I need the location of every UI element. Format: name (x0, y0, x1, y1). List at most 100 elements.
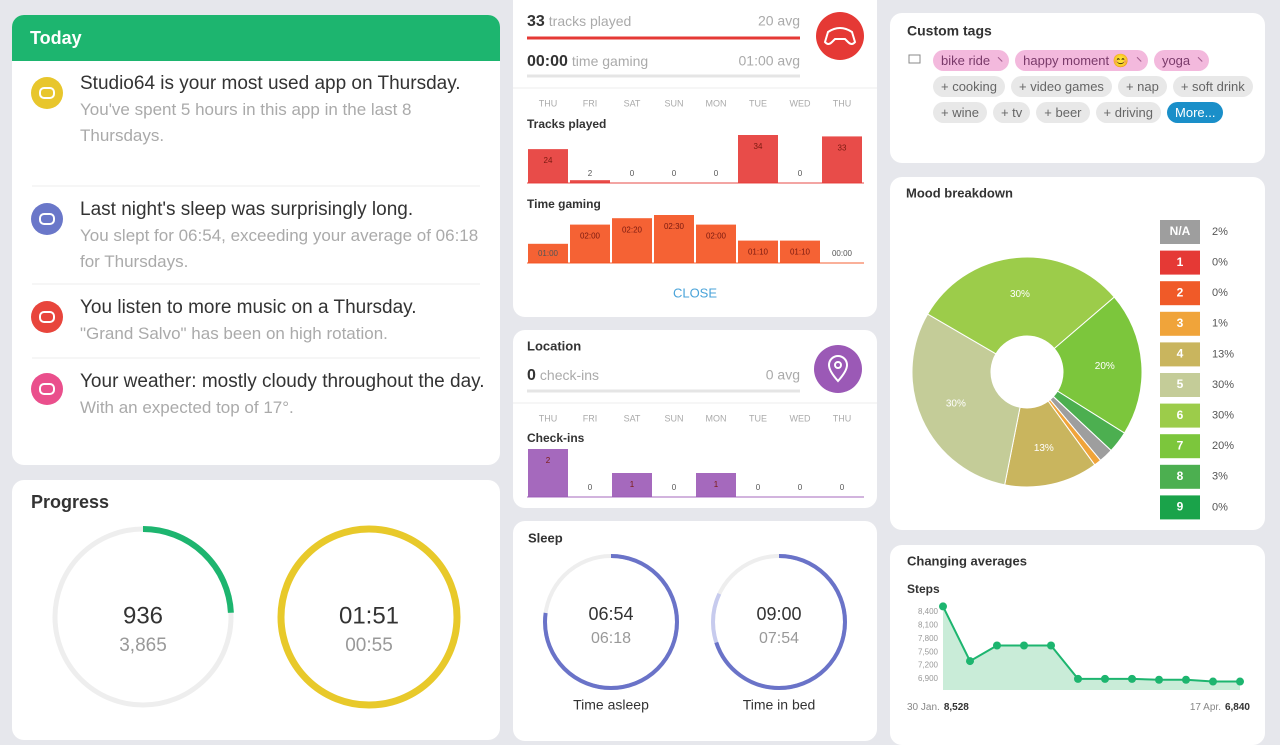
legend-label: 8 (1177, 469, 1184, 483)
tag[interactable]: + beer (1036, 102, 1090, 123)
legend-swatch (1160, 434, 1200, 459)
checkin-label: check-ins (540, 367, 599, 383)
legend-label: 1 (1177, 255, 1184, 269)
bar (780, 240, 820, 263)
x-date: 17 Apr. (1190, 702, 1221, 713)
legend-swatch (1160, 311, 1200, 336)
bar-label: 0 (798, 169, 803, 178)
tag[interactable]: + soft drink (1172, 76, 1253, 97)
icon-glyph (39, 311, 55, 323)
checkin-number: 0 (527, 367, 536, 384)
media-card (513, 0, 877, 317)
insight-title: Studio64 is your most used app on Thursd… (80, 73, 461, 94)
insight-icon (31, 373, 63, 405)
legend-value: 30% (1212, 379, 1234, 391)
bar (654, 215, 694, 263)
pie-slice (1053, 296, 1143, 434)
ring-value: 01:51 (339, 602, 399, 629)
legend-value: 0% (1212, 287, 1228, 299)
point (966, 657, 974, 666)
day-label: WED (790, 98, 811, 108)
legend-swatch (1160, 403, 1200, 428)
insight-icon (31, 301, 63, 333)
tag[interactable]: + video games (1011, 76, 1112, 97)
day-label: SUN (664, 413, 683, 423)
tag[interactable]: + cooking (933, 76, 1006, 97)
tag[interactable]: + tv (992, 102, 1031, 123)
averages-title: Changing averages (907, 553, 1027, 568)
legend-value: 0% (1212, 257, 1228, 269)
point (1047, 641, 1055, 650)
bar-label: 01:10 (748, 248, 769, 257)
selected-tag[interactable]: happy moment 😊 (1015, 50, 1148, 71)
bar (612, 473, 652, 497)
bar-label: 0 (588, 483, 593, 492)
tag[interactable]: + driving (1095, 102, 1162, 123)
chart-title: Check-ins (527, 431, 585, 445)
selected-tag[interactable]: bike ride (933, 50, 1010, 71)
ring-goal: 3,865 (119, 635, 167, 656)
insight-detail: You slept for 06:54, exceeding your aver… (80, 226, 479, 271)
bar (738, 135, 778, 183)
tag-text: yoga (1161, 53, 1191, 68)
day-label: SAT (624, 413, 641, 423)
legend-swatch (1160, 464, 1200, 489)
legend-label: 3 (1177, 316, 1184, 330)
line (942, 605, 1240, 683)
day-label: FRI (583, 413, 598, 423)
bar-label: 34 (754, 142, 763, 151)
ring-value (543, 554, 679, 690)
tag[interactable]: + wine (933, 102, 987, 123)
legend-label: 6 (1177, 408, 1184, 422)
bar-label: 0 (840, 483, 845, 492)
tracks-avg: 20 avg (758, 13, 800, 29)
tag-icon (908, 54, 921, 64)
gamepad-glyph (823, 27, 857, 45)
ring-progress (277, 525, 461, 709)
ring-goal: 00:55 (345, 635, 393, 656)
remove-icon (1193, 56, 1203, 67)
slice-label: 13% (1034, 443, 1054, 454)
bar-label: 02:30 (664, 222, 685, 231)
bar-label: 2 (588, 169, 593, 178)
close-link[interactable]: CLOSE (673, 285, 717, 300)
today-card (12, 15, 500, 465)
x-label: 17 Apr. 6,840 (1190, 702, 1251, 713)
location-title: Location (527, 338, 581, 353)
day-label: WED (790, 413, 811, 423)
legend-value: 30% (1212, 410, 1234, 422)
chart-title: Time gaming (527, 197, 601, 211)
sleep-card (513, 521, 877, 741)
tracks-number: 33 (527, 13, 545, 30)
bar (696, 224, 736, 263)
x-value: 6,840 (1225, 702, 1250, 713)
bar-label: 0 (672, 169, 677, 178)
gaming-count: 00:00 time gaming (527, 53, 648, 71)
legend-value: 2% (1212, 226, 1228, 238)
progress-title: Progress (31, 492, 109, 512)
bar-label: 01:00 (538, 249, 559, 258)
selected-tag[interactable]: yoga (1153, 50, 1210, 71)
today-header (12, 15, 500, 61)
pin-glyph (827, 355, 849, 383)
more-button[interactable]: More... (1167, 102, 1224, 123)
tag[interactable]: + nap (1117, 76, 1167, 97)
bar (822, 136, 862, 183)
legend-value: 13% (1212, 348, 1234, 360)
sleep-value: 09:00 (756, 604, 801, 624)
sleep-ring (543, 554, 847, 690)
point (1236, 677, 1244, 686)
y-tick-label: 8,400 (918, 607, 939, 616)
bar-label: 0 (672, 483, 677, 492)
area (943, 606, 1240, 690)
pin-dot (834, 361, 842, 369)
bar (528, 449, 568, 497)
sleep-value: 06:54 (588, 604, 633, 624)
legend-label: 2 (1177, 285, 1184, 299)
point (1020, 641, 1028, 650)
tracks-count: 33 tracks played (527, 13, 631, 31)
legend-value: 20% (1212, 440, 1234, 452)
averages-subtitle: Steps (907, 582, 940, 596)
checkin-count: 0 check-ins (527, 367, 599, 385)
day-label: THU (833, 98, 852, 108)
